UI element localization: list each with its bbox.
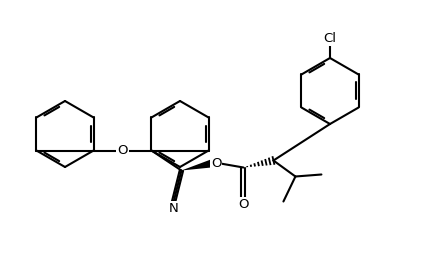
- Text: N: N: [168, 202, 179, 215]
- Polygon shape: [181, 160, 212, 171]
- Text: O: O: [117, 144, 128, 157]
- Text: O: O: [211, 157, 222, 170]
- Text: O: O: [238, 198, 249, 211]
- Text: Cl: Cl: [324, 33, 336, 46]
